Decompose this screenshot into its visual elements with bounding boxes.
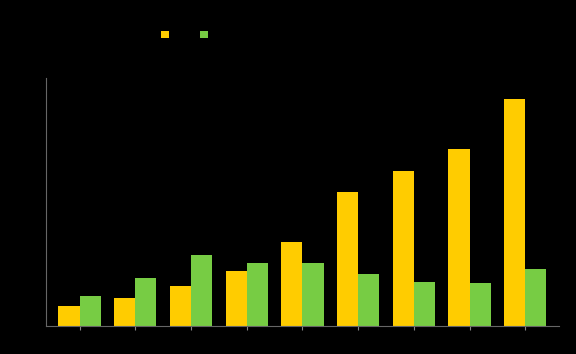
Bar <box>170 286 191 326</box>
Bar <box>302 263 324 326</box>
Bar <box>469 282 491 326</box>
Bar <box>448 149 469 326</box>
Bar <box>114 298 135 326</box>
Bar <box>135 278 157 326</box>
Bar <box>414 281 435 326</box>
Bar <box>281 242 302 326</box>
Legend: , : , <box>161 30 211 40</box>
Bar <box>79 296 101 326</box>
Bar <box>525 269 547 326</box>
Bar <box>247 263 268 326</box>
Bar <box>226 271 247 326</box>
Bar <box>191 255 212 326</box>
Bar <box>358 274 379 326</box>
Bar <box>393 171 414 326</box>
Bar <box>58 306 79 326</box>
Bar <box>337 192 358 326</box>
Bar <box>504 99 525 326</box>
